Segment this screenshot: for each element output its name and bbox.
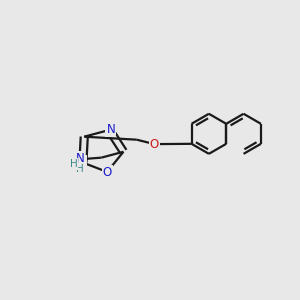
Text: N: N bbox=[76, 152, 84, 165]
Text: H: H bbox=[76, 164, 84, 173]
Text: H: H bbox=[70, 159, 77, 169]
Text: N: N bbox=[77, 156, 86, 169]
Text: O: O bbox=[150, 138, 159, 151]
Text: O: O bbox=[103, 166, 112, 179]
Text: N: N bbox=[106, 124, 115, 136]
